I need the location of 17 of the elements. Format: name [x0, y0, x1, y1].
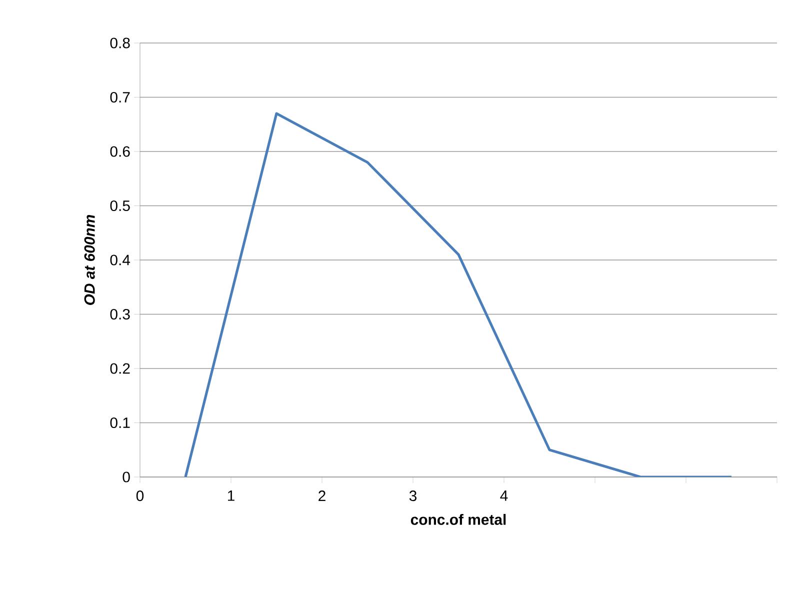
- y-tick-label: 0.1: [110, 417, 130, 428]
- y-tick-label: 0.6: [110, 146, 130, 157]
- x-tick-label: 1: [228, 490, 234, 501]
- y-tick-label: 0.8: [110, 38, 130, 48]
- x-tick-label: 0: [136, 490, 144, 502]
- x-tick-label: 2: [318, 490, 326, 501]
- line-series: [184, 112, 733, 477]
- x-axis-title: conc.of metal: [410, 514, 506, 525]
- y-tick-label: 0: [122, 472, 130, 482]
- y-tick-label: 0.5: [110, 200, 130, 212]
- y-tick-label: 0.7: [110, 92, 130, 103]
- y-tick-label: 0.3: [110, 308, 130, 320]
- y-axis-title: OD at 600nm: [84, 214, 95, 305]
- x-tick-label: 4: [500, 490, 508, 501]
- y-tick-label: 0.4: [110, 254, 130, 266]
- x-tick-label: 3: [409, 490, 417, 502]
- y-tick-label: 0.2: [110, 363, 130, 374]
